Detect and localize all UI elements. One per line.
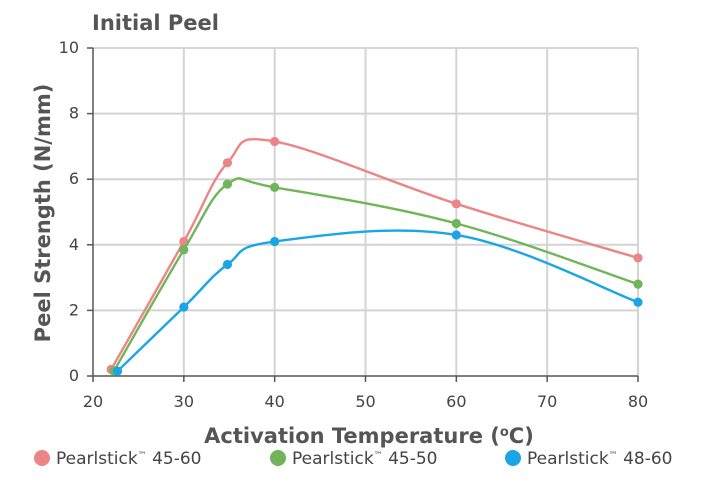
legend-item: Pearlstick™ 48-60	[505, 449, 672, 469]
x-axis-title-sup: o	[500, 425, 509, 440]
x-tick-label: 20	[83, 392, 103, 411]
legend-item: Pearlstick™ 45-50	[270, 449, 437, 469]
data-point	[222, 158, 233, 168]
legend-label: Pearlstick™ 48-60	[527, 449, 672, 469]
x-tick-label: 40	[264, 392, 284, 411]
x-tick-label: 80	[628, 392, 648, 411]
x-tick-label: 30	[174, 392, 194, 411]
legend-label-end: 45-60	[147, 449, 202, 469]
data-point	[633, 253, 643, 263]
x-axis-title-main: Activation Temperature (	[204, 424, 500, 448]
data-point	[270, 182, 280, 192]
series-group	[106, 136, 643, 376]
data-point	[633, 279, 643, 289]
series-0	[106, 136, 643, 375]
legend-label-end: 45-50	[383, 449, 438, 469]
legend-marker	[34, 450, 50, 466]
legend-marker	[270, 450, 286, 466]
legend-label-tm: ™	[609, 451, 618, 461]
data-point	[451, 199, 461, 209]
legend-label-main: Pearlstick	[292, 449, 374, 469]
legend-item: Pearlstick™ 45-60	[34, 449, 201, 469]
y-tick-label: 8	[69, 104, 79, 123]
grid	[93, 47, 639, 376]
y-tick-label: 2	[69, 300, 79, 319]
legend-marker	[505, 450, 521, 466]
series-line	[110, 137, 639, 371]
legend-label: Pearlstick™ 45-60	[56, 449, 201, 469]
tick-labels: 20 30 40 50 60 70 80 0 2 4 6 8 10	[59, 38, 649, 411]
series-line	[112, 177, 639, 372]
legend-label-main: Pearlstick	[527, 449, 609, 469]
series-line	[116, 229, 639, 372]
data-point	[633, 297, 643, 307]
axes	[87, 47, 639, 382]
legend-label-tm: ™	[374, 451, 383, 461]
chart-title: Initial Peel	[92, 11, 219, 35]
data-point	[451, 230, 461, 240]
series-2	[112, 229, 643, 376]
data-point	[179, 302, 189, 312]
x-tick-label: 70	[537, 392, 557, 411]
data-point	[112, 366, 123, 376]
y-axis-title: Peel Strength (N/mm)	[31, 84, 55, 343]
x-tick-label: 50	[355, 392, 375, 411]
series-1	[109, 177, 643, 376]
legend-label-end: 48-60	[618, 449, 673, 469]
x-tick-label: 60	[446, 392, 466, 411]
legend: Pearlstick™ 45-60 Pearlstick™ 45-50 Pearls…	[34, 449, 672, 469]
data-point	[270, 136, 280, 147]
y-tick-label: 0	[69, 366, 79, 385]
legend-label-tm: ™	[138, 451, 147, 461]
data-point	[222, 179, 233, 189]
y-tick-label: 6	[69, 169, 79, 188]
legend-label: Pearlstick™ 45-50	[292, 449, 437, 469]
data-point	[222, 259, 233, 270]
x-axis-title: Activation Temperature (oC)	[204, 424, 534, 448]
legend-label-main: Pearlstick	[56, 449, 138, 469]
data-point	[270, 236, 280, 247]
data-point	[451, 218, 461, 229]
data-point	[179, 245, 189, 255]
x-axis-title-end: C)	[509, 424, 534, 448]
y-tick-label: 10	[59, 38, 79, 57]
y-tick-label: 4	[69, 235, 79, 254]
